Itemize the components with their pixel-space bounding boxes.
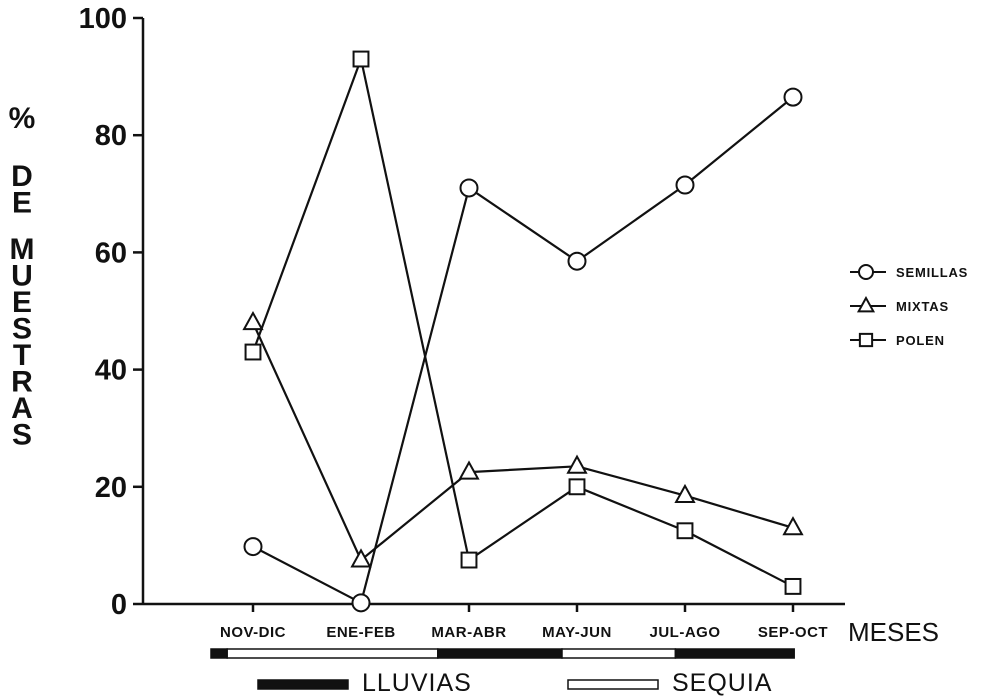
series-polen [244,50,802,595]
legend-marker [858,332,874,348]
x-tick-label: NOV-DIC [220,624,286,641]
x-tick-label: ENE-FEB [326,624,395,641]
legend-entry: POLEN [850,332,945,348]
y-tick-label: 0 [111,589,127,621]
x-tick-label: SEP-OCT [758,624,828,641]
data-point-polen [460,551,478,569]
y-label-char: M [10,233,35,266]
season-legend-swatch [567,679,659,690]
data-point-polen [352,50,370,68]
x-tick-label: JUL-AGO [650,624,721,641]
season-segment-lluvias [437,648,563,659]
data-point-polen [676,522,694,540]
season-segment-sequia [226,648,439,659]
y-label-char: U [11,260,33,293]
legend-entry: SEMILLAS [850,264,968,280]
y-label-char: % [9,102,36,135]
y-label-char: S [12,313,32,346]
series-line-polen [251,57,794,588]
x-tick-label: MAR-ABR [431,624,506,641]
y-ticks: 0 20 40 60 80 100 [79,3,143,621]
y-tick-label: 80 [95,120,127,152]
legend-marker [858,264,874,280]
season-legend: LLUVIAS SEQUIA [257,669,772,696]
legend-label: SEMILLAS [896,265,968,280]
season-bar [210,648,795,659]
season-segment-sequia [561,648,677,659]
season-legend-swatch [257,679,349,690]
data-point-mixtas [242,310,264,331]
data-point-semillas [675,175,695,195]
x-ticks: NOV-DIC ENE-FEB MAR-ABR MAY-JUN JUL-AGO SEP-O… [220,604,828,641]
y-label-char: E [12,187,32,220]
legend-label: MIXTAS [896,299,949,314]
series-line-mixtas [251,322,794,562]
y-tick-label: 100 [79,3,127,35]
y-label-char: D [11,160,33,193]
y-tick-label: 20 [95,472,127,504]
data-point-semillas [351,593,371,613]
series-semillas [243,87,803,613]
legend-label: POLEN [896,333,945,348]
data-point-semillas [243,537,263,557]
data-point-mixtas [458,460,480,480]
y-label-char: R [11,366,33,399]
series-mixtas [242,310,804,568]
series-line-semillas [252,96,794,604]
data-point-polen [568,478,586,496]
data-point-semillas [459,178,479,198]
y-label-char: A [11,392,33,425]
axes [141,18,845,606]
season-segment-lluvias [210,648,228,659]
data-point-semillas [567,251,587,271]
data-point-polen [244,343,262,361]
y-tick-label: 60 [95,237,127,269]
legend: SEMILLAS MIXTAS POLEN [850,264,968,348]
y-label-word: DE [11,160,33,220]
data-point-mixtas [674,483,696,504]
series-layer [242,50,804,613]
y-label-char: E [12,286,32,319]
y-label-char: T [13,339,31,372]
season-legend-label: LLUVIAS [362,669,472,696]
data-point-semillas [783,87,803,107]
season-legend-label: SEQUIA [672,669,772,696]
season-segment-lluvias [674,648,795,659]
y-tick-label: 40 [95,355,127,387]
legend-entry: MIXTAS [850,295,949,314]
data-point-mixtas [566,454,588,474]
x-axis-label: MESES [848,617,939,647]
data-point-mixtas [350,548,372,568]
y-label-char: S [12,419,32,452]
x-tick-label: MAY-JUN [542,624,612,641]
y-label-word: % [9,102,36,135]
data-point-mixtas [782,516,804,536]
data-point-polen [784,577,802,595]
legend-marker [856,295,876,313]
